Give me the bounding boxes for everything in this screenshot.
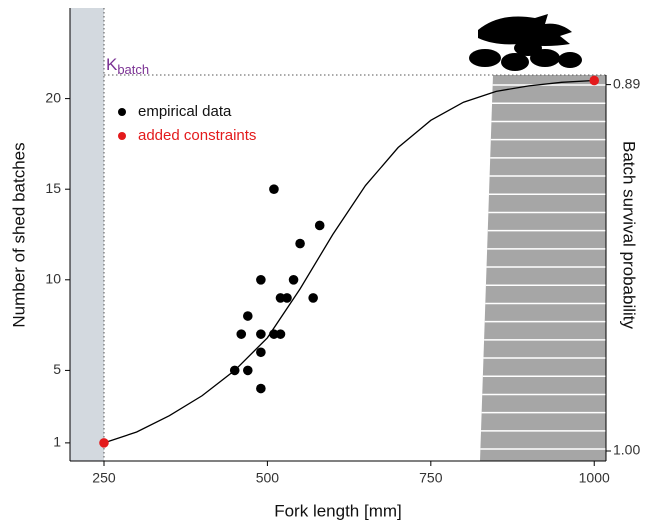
data-point bbox=[229, 365, 240, 376]
y2-tick-label: 1.00 bbox=[613, 442, 640, 458]
data-point bbox=[99, 438, 109, 448]
data-point bbox=[288, 275, 299, 285]
x-tick-label: 1000 bbox=[579, 470, 610, 486]
y-tick-label: 15 bbox=[45, 180, 61, 196]
hatched-band bbox=[480, 75, 606, 461]
fish-egg bbox=[514, 40, 542, 56]
fish-icon bbox=[469, 14, 582, 71]
kbatch-main: K bbox=[106, 56, 118, 75]
fish-egg bbox=[558, 52, 582, 68]
y-tick-label: 1 bbox=[53, 434, 61, 450]
y-tick-label: 5 bbox=[53, 361, 61, 377]
data-point bbox=[589, 75, 600, 86]
fit-curve bbox=[103, 79, 595, 444]
data-point bbox=[275, 329, 286, 339]
x-tick-label: 500 bbox=[256, 470, 280, 486]
data-point bbox=[314, 220, 325, 231]
data-point bbox=[295, 238, 305, 249]
legend-label: empirical data bbox=[138, 103, 232, 120]
data-point bbox=[242, 365, 253, 376]
fish-shape bbox=[478, 14, 572, 46]
x-tick-label: 750 bbox=[419, 470, 443, 486]
y-tick-label: 20 bbox=[45, 89, 61, 105]
data-point bbox=[308, 293, 318, 303]
data-point bbox=[256, 275, 266, 285]
data-point bbox=[282, 293, 292, 303]
excluded-region bbox=[70, 8, 104, 461]
data-point bbox=[269, 184, 279, 194]
data-point bbox=[256, 329, 266, 339]
y2-axis-title: Batch survival probability bbox=[620, 141, 639, 330]
fish-egg bbox=[501, 53, 529, 71]
kbatch-sub: batch bbox=[117, 62, 149, 77]
x-tick-label: 250 bbox=[92, 470, 116, 486]
data-point bbox=[236, 329, 247, 339]
fish-egg bbox=[469, 49, 501, 67]
kbatch-label: Kbatch bbox=[106, 56, 149, 78]
legend-marker bbox=[118, 132, 126, 140]
y2-tick-label: 0.89 bbox=[613, 75, 640, 91]
x-axis-title: Fork length [mm] bbox=[274, 501, 402, 520]
y-axis-title: Number of shed batches bbox=[9, 142, 28, 327]
y-tick-label: 10 bbox=[45, 271, 61, 287]
legend-label: added constraints bbox=[138, 127, 256, 144]
hatched-region bbox=[480, 75, 606, 461]
data-point bbox=[242, 311, 253, 321]
data-point bbox=[256, 347, 266, 358]
data-point bbox=[256, 383, 266, 394]
legend-marker bbox=[118, 108, 126, 116]
